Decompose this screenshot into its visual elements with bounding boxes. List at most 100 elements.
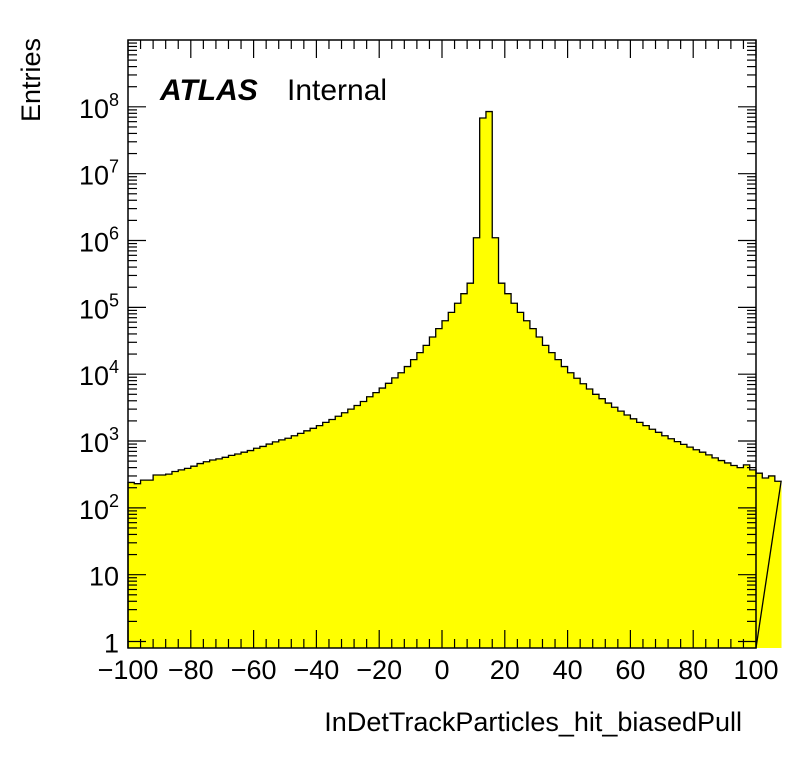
histogram-bar xyxy=(316,425,324,648)
histogram-bar xyxy=(442,320,449,648)
y-tick-label: 105 xyxy=(79,290,119,324)
histogram-bar xyxy=(555,359,562,648)
y-tick-label: 107 xyxy=(79,157,119,191)
histogram-bar xyxy=(423,345,430,648)
histogram-bar xyxy=(247,450,254,648)
histogram-bar xyxy=(467,283,474,648)
histogram-bar xyxy=(379,388,386,648)
histogram-bar xyxy=(209,459,217,648)
histogram-bar xyxy=(630,418,638,648)
histogram-bar xyxy=(347,409,355,648)
histogram-bar xyxy=(774,481,782,648)
histogram-bar xyxy=(636,422,644,648)
histogram-bar xyxy=(680,444,688,648)
histogram-bar xyxy=(768,475,776,648)
y-tick-label: 106 xyxy=(79,224,119,258)
histogram-bar xyxy=(410,359,418,648)
histogram-bar xyxy=(203,461,211,648)
y-tick-label: 10 xyxy=(89,562,119,592)
x-tick-label: −20 xyxy=(356,655,402,685)
x-axis-title: InDetTrackParticles_hit_biasedPull xyxy=(324,707,742,737)
x-tick-labels: −100 −80 −60 −40 −20 0 20 40 60 80 100 xyxy=(98,655,779,685)
histogram-bar xyxy=(724,462,732,648)
histogram-bar xyxy=(153,475,160,648)
histogram-bar xyxy=(448,312,455,648)
histogram-bar xyxy=(517,312,525,648)
histogram-bar xyxy=(454,303,462,648)
histogram-bar xyxy=(272,441,280,648)
histogram-bar xyxy=(674,441,682,648)
histogram-bar xyxy=(492,237,499,648)
histogram-bar xyxy=(479,118,487,649)
histogram-bar xyxy=(140,480,148,648)
histogram-bar xyxy=(580,383,587,648)
histogram-bar xyxy=(398,372,405,648)
histogram-bar xyxy=(649,429,656,648)
histogram-bar xyxy=(385,383,393,648)
histogram-bar xyxy=(642,425,650,648)
histogram-bar xyxy=(567,372,575,648)
histogram-bar xyxy=(485,111,493,649)
y-tick-label: 103 xyxy=(79,424,119,458)
histogram-bar xyxy=(699,452,707,648)
histogram-bar xyxy=(504,293,512,648)
histogram-bar xyxy=(146,480,154,648)
histogram-bar xyxy=(523,320,531,648)
histogram-bar xyxy=(303,430,311,648)
histogram-bar xyxy=(341,412,349,648)
histogram-bar xyxy=(611,407,619,648)
histogram-bar xyxy=(222,457,229,648)
histogram-bar xyxy=(328,419,336,648)
histogram-bar xyxy=(291,435,298,648)
histogram-bar xyxy=(668,438,675,648)
histogram-bar xyxy=(416,352,424,648)
histogram-bar xyxy=(435,328,443,648)
histogram-bar xyxy=(743,464,751,648)
histogram-bar xyxy=(573,378,581,648)
histogram-bar xyxy=(542,345,550,648)
histogram-bar xyxy=(655,432,663,648)
histogram-bar xyxy=(473,237,481,648)
y-axis-title: Entries xyxy=(16,38,46,122)
histogram-bar xyxy=(617,411,625,648)
histogram-bar xyxy=(128,482,135,648)
histogram-bars xyxy=(127,110,782,649)
x-tick-label: −40 xyxy=(293,655,339,685)
histogram-bar xyxy=(354,405,361,648)
histogram-bar xyxy=(548,352,556,648)
histogram-bar xyxy=(190,466,198,648)
plot-frame xyxy=(127,39,757,649)
histogram-bar xyxy=(241,452,248,648)
x-tick-label: −80 xyxy=(168,655,214,685)
histogram-bar xyxy=(228,455,236,648)
histogram-bar xyxy=(730,465,738,648)
histogram-bar xyxy=(624,415,631,648)
x-tick-label: 20 xyxy=(490,655,520,685)
histogram-bar xyxy=(536,336,543,648)
histogram-bar xyxy=(693,449,700,648)
histogram-bar xyxy=(285,438,292,648)
y-tick-label: 1 xyxy=(104,629,119,659)
histogram-bar xyxy=(134,483,141,648)
histogram-bar xyxy=(712,457,719,648)
histogram-bar xyxy=(259,446,267,648)
x-tick-label: 40 xyxy=(553,655,583,685)
histogram-bar xyxy=(561,366,568,648)
histogram-bar xyxy=(322,422,330,648)
histogram-bar xyxy=(756,473,763,648)
histogram-bar xyxy=(404,366,411,648)
histogram-bar xyxy=(737,467,744,648)
histogram-bar xyxy=(705,454,713,648)
y-tick-label: 108 xyxy=(79,90,119,124)
x-tick-label: 80 xyxy=(678,655,708,685)
histogram-bar xyxy=(278,439,286,648)
histogram-bar xyxy=(529,328,537,648)
histogram-bar xyxy=(460,293,468,648)
histogram-bar xyxy=(605,403,612,648)
histogram-bar xyxy=(234,453,242,648)
histogram-bar xyxy=(253,448,261,648)
histogram-bar xyxy=(165,474,173,648)
histogram-bar xyxy=(718,460,725,648)
atlas-label: ATLAS xyxy=(159,74,258,107)
